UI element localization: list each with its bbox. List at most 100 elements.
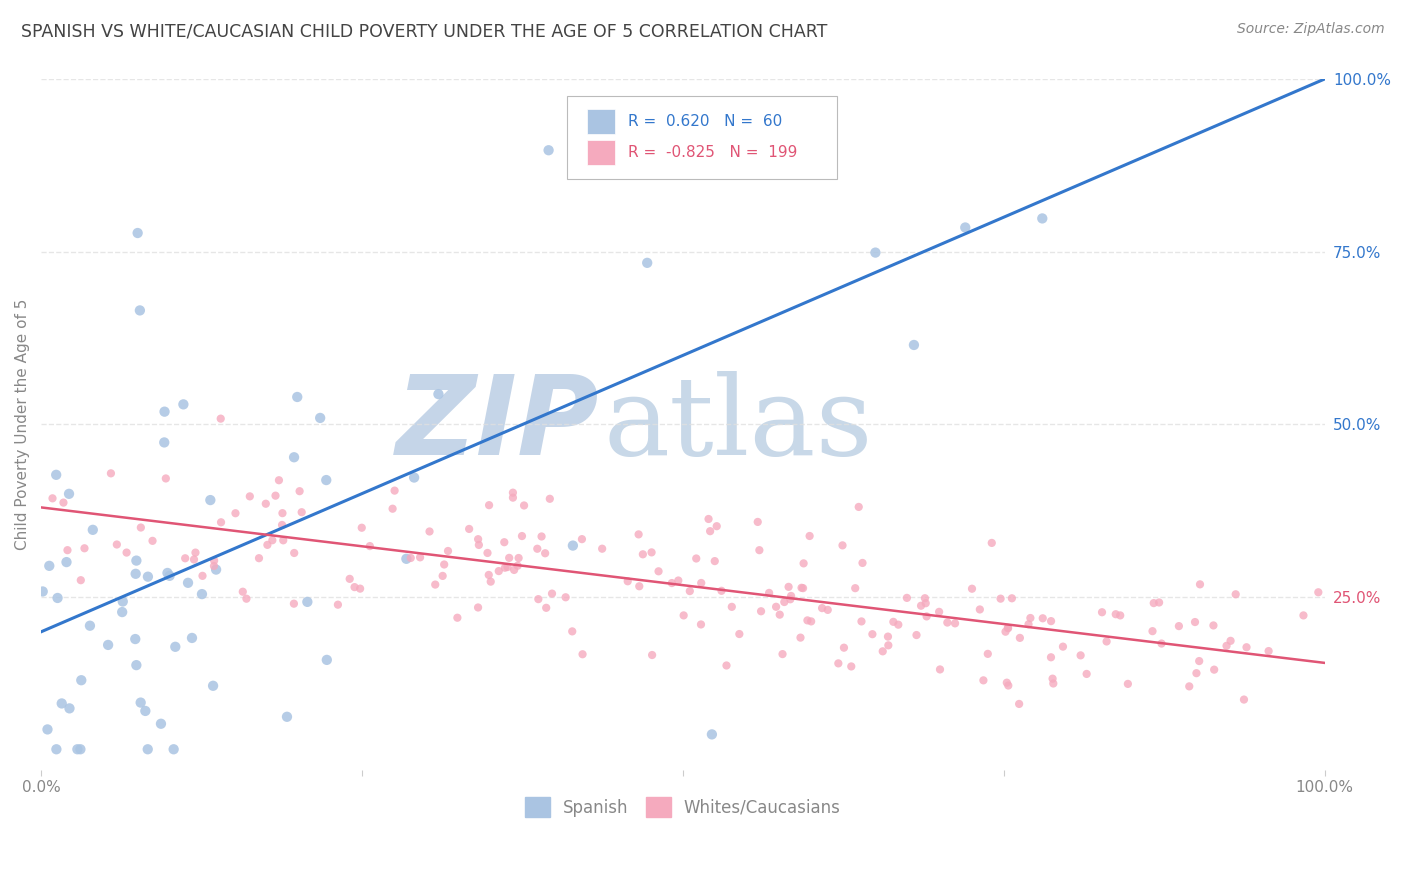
- Point: [409, 550, 432, 565]
- Point: [527, 592, 550, 607]
- Point: [200, 493, 222, 508]
- Point: [58, 701, 80, 715]
- Point: [136, 742, 159, 756]
- Point: [778, 580, 800, 594]
- Point: [1257, 644, 1279, 658]
- Point: [716, 658, 738, 673]
- Point: [1142, 624, 1164, 639]
- Point: [478, 498, 501, 512]
- Point: [790, 581, 813, 595]
- Point: [254, 497, 277, 511]
- Point: [129, 696, 152, 710]
- Point: [703, 554, 725, 568]
- Point: [247, 551, 270, 566]
- Point: [224, 506, 246, 520]
- Point: [508, 551, 530, 566]
- Point: [82, 523, 104, 537]
- Point: [980, 536, 1002, 550]
- Point: [52, 495, 75, 509]
- Point: [997, 621, 1019, 635]
- Point: [45, 742, 67, 756]
- Point: [747, 515, 769, 529]
- Point: [679, 584, 702, 599]
- Point: [283, 450, 305, 465]
- Point: [37, 723, 59, 737]
- Point: [929, 662, 952, 676]
- Point: [125, 658, 148, 673]
- Point: [191, 569, 214, 583]
- Point: [530, 529, 553, 543]
- Point: [477, 546, 499, 560]
- Point: [1008, 697, 1031, 711]
- Point: [494, 560, 516, 574]
- Point: [561, 539, 583, 553]
- Point: [872, 644, 894, 658]
- Point: [1188, 654, 1211, 668]
- Point: [1091, 605, 1114, 619]
- Point: [69, 573, 91, 587]
- Point: [458, 522, 481, 536]
- Point: [232, 584, 254, 599]
- Point: [672, 608, 695, 623]
- Point: [399, 551, 422, 566]
- Point: [432, 569, 454, 583]
- Point: [291, 505, 314, 519]
- Point: [1147, 595, 1170, 609]
- Point: [972, 673, 994, 688]
- Point: [343, 580, 366, 594]
- Point: [780, 589, 803, 603]
- Point: [1292, 608, 1315, 623]
- Point: [914, 596, 936, 610]
- Point: [202, 679, 225, 693]
- Point: [1052, 640, 1074, 654]
- Point: [1001, 591, 1024, 606]
- Point: [799, 529, 821, 543]
- Point: [728, 627, 751, 641]
- Point: [748, 543, 770, 558]
- Point: [134, 704, 156, 718]
- Point: [690, 576, 713, 591]
- Point: [860, 627, 883, 641]
- Point: [496, 560, 519, 574]
- Point: [936, 615, 959, 630]
- Point: [534, 600, 557, 615]
- Point: [467, 532, 489, 546]
- Point: [685, 551, 707, 566]
- Point: [297, 595, 319, 609]
- Point: [706, 519, 728, 533]
- Point: [66, 742, 89, 756]
- Point: [165, 640, 187, 654]
- Point: [105, 537, 128, 551]
- Point: [256, 538, 278, 552]
- Point: [877, 638, 900, 652]
- Point: [1008, 631, 1031, 645]
- Point: [437, 544, 460, 558]
- Point: [184, 546, 207, 560]
- Point: [262, 533, 284, 548]
- Point: [928, 605, 950, 619]
- Point: [498, 550, 520, 565]
- Point: [990, 591, 1012, 606]
- Point: [851, 556, 873, 570]
- Point: [997, 621, 1019, 635]
- Point: [636, 256, 658, 270]
- Point: [467, 600, 489, 615]
- Point: [235, 591, 257, 606]
- Point: [627, 527, 650, 541]
- Point: [51, 697, 73, 711]
- Point: [73, 541, 96, 556]
- Point: [276, 710, 298, 724]
- Point: [125, 553, 148, 567]
- Point: [478, 568, 501, 582]
- Point: [851, 615, 873, 629]
- Point: [1042, 676, 1064, 690]
- Point: [882, 615, 904, 629]
- FancyBboxPatch shape: [586, 110, 614, 135]
- Point: [811, 601, 834, 615]
- Point: [537, 143, 560, 157]
- Point: [163, 742, 186, 756]
- Point: [1095, 634, 1118, 648]
- Point: [647, 564, 669, 578]
- Point: [969, 602, 991, 616]
- Point: [955, 220, 977, 235]
